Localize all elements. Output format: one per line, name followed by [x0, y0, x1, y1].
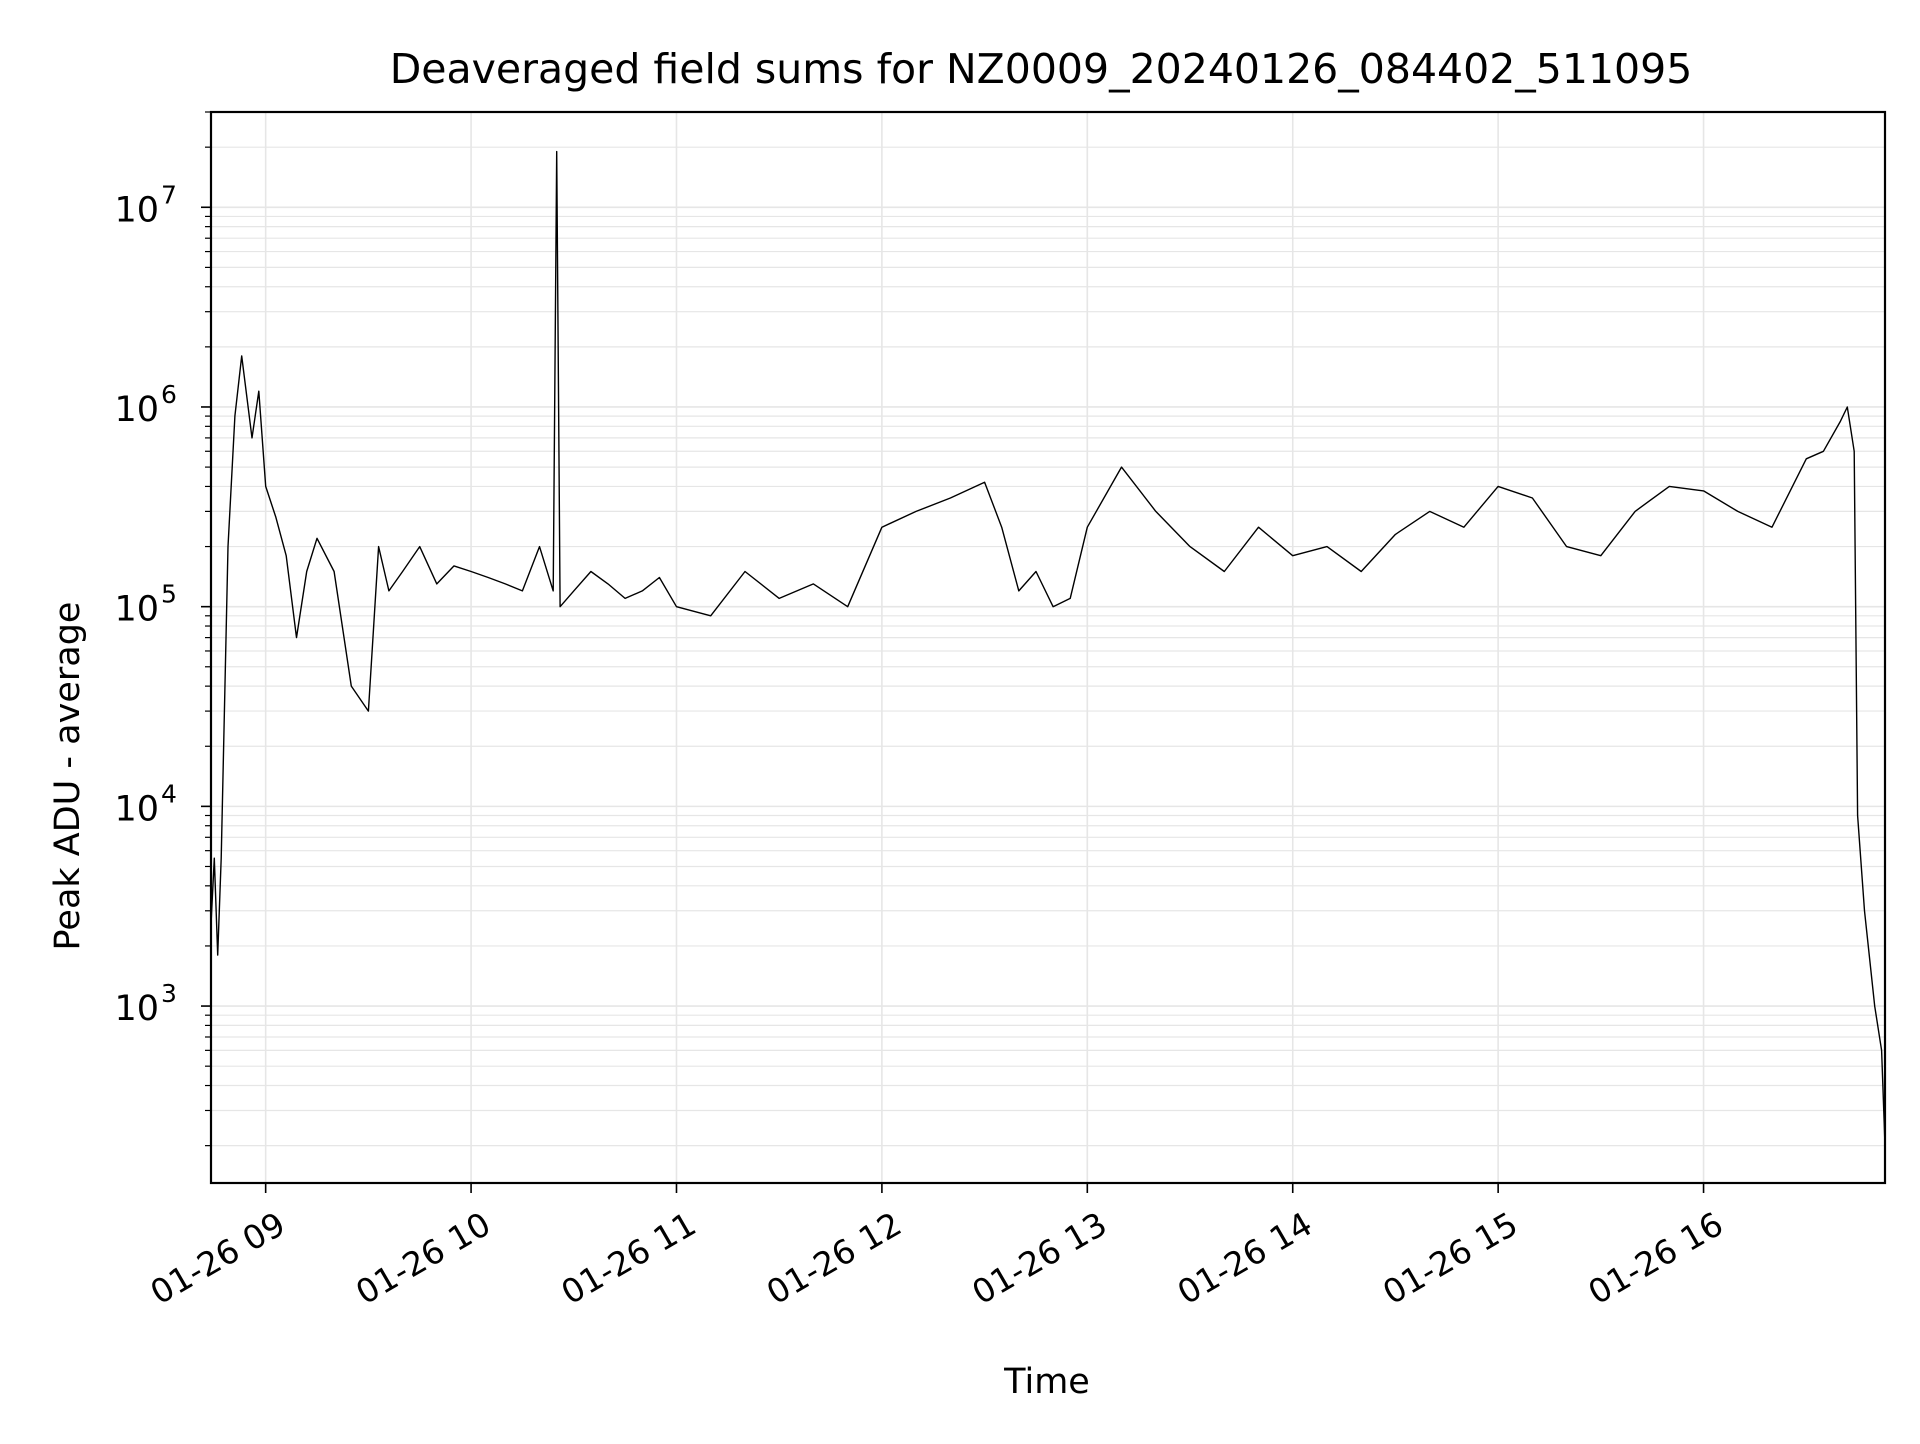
- minor-gridlines: [205, 111, 1885, 1147]
- y-tick-label-exponent: 3: [161, 979, 177, 1008]
- y-tick-label-exponent: 4: [161, 779, 177, 808]
- x-tick-label: 01-26 09: [144, 1204, 292, 1312]
- y-axis-label: Peak ADU - average: [48, 602, 88, 951]
- x-axis: 01-26 09 01-26 10 01-26 11 01-26 12 01-26 13…: [144, 1183, 1730, 1312]
- y-tick-label: 10: [114, 190, 159, 230]
- y-tick-label: 10: [114, 590, 159, 630]
- x-tick-label: 01-26 13: [965, 1204, 1113, 1312]
- major-gridlines: [211, 112, 1885, 1183]
- x-tick-label: 01-26 14: [1171, 1204, 1319, 1312]
- x-axis-label: Time: [1003, 1362, 1090, 1402]
- y-tick-label: 10: [114, 390, 159, 430]
- plot-frame: [209, 110, 1887, 1185]
- x-tick-label: 01-26 16: [1582, 1204, 1730, 1312]
- x-tick-label: 01-26 10: [349, 1204, 497, 1312]
- y-tick-label: 10: [114, 989, 159, 1029]
- y-tick-label-exponent: 6: [161, 380, 177, 409]
- data-line: [210, 150, 1886, 1146]
- x-tick-label: 01-26 12: [760, 1204, 908, 1312]
- y-tick-label-exponent: 7: [161, 180, 177, 209]
- y-tick-label: 10: [114, 789, 159, 829]
- chart-title: Deaveraged field sums for NZ0009_2024012…: [390, 45, 1693, 93]
- x-tick-label: 01-26 11: [554, 1204, 702, 1312]
- x-tick-label: 01-26 15: [1376, 1204, 1524, 1312]
- series-layer: [210, 150, 1886, 1146]
- y-tick-label-exponent: 5: [161, 580, 177, 609]
